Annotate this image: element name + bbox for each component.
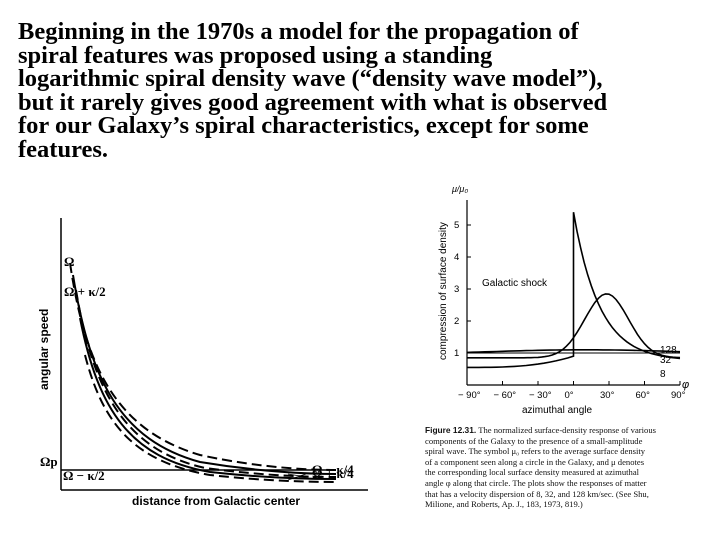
curve-omega-minus-kappa-quarter — [79, 317, 337, 480]
dispersion-label-8: 8 — [660, 369, 666, 380]
caption-text: The normalized surface-density response … — [478, 425, 656, 435]
xlabel-distance: distance from Galactic center — [132, 494, 300, 508]
y-tick-label: 1 — [454, 348, 459, 359]
caption-label: Figure 12.31. — [425, 425, 477, 435]
label-omega-minus-kappa-half: Ω − κ/2 — [63, 468, 105, 483]
x-tick-label: − 30° — [529, 390, 552, 401]
galactic-shock-label: Galactic shock — [482, 278, 548, 289]
x-tick-label: − 60° — [494, 390, 517, 401]
intro-paragraph: Beginning in the 1970s a model for the p… — [18, 20, 708, 161]
ylabel-compression: compression of surface density — [438, 222, 449, 360]
intro-line: logarithmic spiral density wave (“densit… — [18, 65, 603, 92]
curve-omega-plus-kappa-half — [69, 262, 337, 471]
x-tick-label: 60° — [636, 390, 651, 401]
caption-line: angle φ along that circle. The plots sho… — [425, 477, 647, 488]
caption-line-1: Figure 12.31. The normalized surface-den… — [425, 425, 713, 436]
curve-omega-minus-kappa-half — [84, 354, 337, 483]
caption-line: the corresponding local surface density … — [425, 467, 640, 478]
xlabel-azimuthal: azimuthal angle — [522, 405, 592, 416]
x-axis-symbol: φ — [682, 379, 689, 391]
caption-line: that has a velocity dispersion of 8, 32,… — [425, 488, 649, 499]
intro-line: spiral features was proposed using a sta… — [18, 41, 493, 69]
y-tick-label: 5 — [454, 220, 459, 231]
x-tick-label: 0° — [565, 390, 574, 401]
caption-line: Milione, and Roberts, Ap. J., 183, 1973,… — [425, 499, 583, 510]
label-pattern-speed: Ωp — [40, 454, 58, 469]
y-tick-label: 2 — [454, 316, 459, 327]
caption-line: spiral wave. The symbol μ₀ refers to the… — [425, 446, 646, 457]
curve-32kms — [467, 293, 681, 359]
intro-line: for our Galaxy’s spiral characteristics,… — [18, 112, 589, 139]
caption-line: of a component seen along a circle in th… — [425, 456, 645, 467]
caption-line: components of the Galaxy to the presence… — [425, 435, 643, 446]
ylabel-angular-speed: angular speed — [37, 309, 51, 390]
x-tick-label: − 90° — [458, 390, 481, 401]
intro-line: features. — [18, 135, 109, 163]
dispersion-label-32: 32 — [660, 355, 672, 366]
curve-128kms — [466, 349, 681, 354]
label-omega-plus-kappa-quarter: Ω + κ/4 — [312, 466, 354, 481]
y-tick-label: 4 — [454, 252, 459, 263]
label-omega-minus-kappa-quarter: Ω − κ/4 — [312, 462, 354, 477]
y-tick-label: 3 — [454, 284, 459, 295]
x-tick-label: 90° — [671, 390, 686, 401]
intro-line: but it rarely gives good agreement with … — [18, 88, 608, 116]
curve-8kms-shock — [467, 212, 681, 369]
label-leader — [287, 473, 307, 478]
intro-line: Beginning in the 1970s a model for the p… — [18, 18, 579, 45]
figure-caption: Figure 12.31. The normalized surface-den… — [425, 425, 713, 510]
label-leader — [287, 473, 307, 481]
x-tick-label: 30° — [600, 390, 615, 401]
yaxis-symbol: μ/μ₀ — [451, 184, 468, 194]
label-omega-plus-kappa-half: Ω + κ/2 — [64, 284, 106, 299]
dispersion-label-128: 128 — [660, 345, 677, 356]
label-omega: Ω — [64, 254, 74, 269]
